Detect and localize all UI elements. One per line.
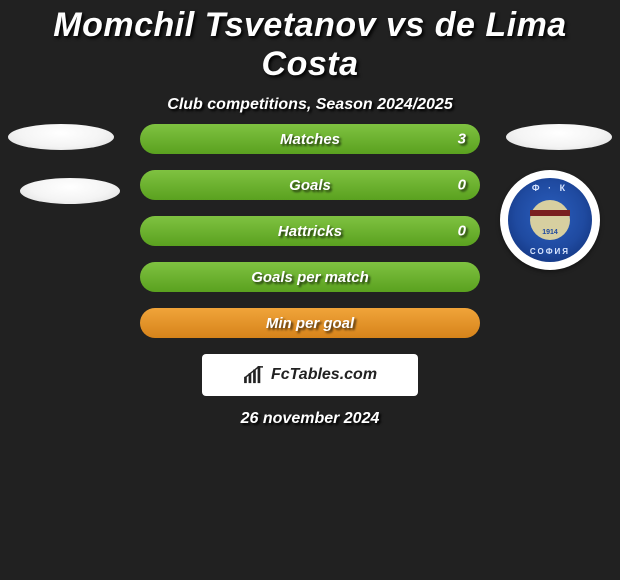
page-subtitle: Club competitions, Season 2024/2025 [0, 96, 620, 114]
stat-value-right: 0 [458, 177, 466, 194]
player-right-placeholder [506, 124, 612, 150]
stat-value-right: 3 [458, 131, 466, 148]
club-badge-year: 1914 [530, 229, 570, 236]
club-badge: Ф · К 1914 СОФИЯ [500, 170, 600, 270]
stat-row: Goals per match [140, 262, 480, 292]
stat-label: Hattricks [278, 223, 342, 240]
stat-label: Goals [289, 177, 331, 194]
page-title: Momchil Tsvetanov vs de Lima Costa [0, 0, 620, 84]
player-left-placeholder-2 [20, 178, 120, 204]
player-left-placeholder-1 [8, 124, 114, 150]
stat-row: Hattricks 0 [140, 216, 480, 246]
bars-icon [243, 366, 265, 384]
attribution-box: FcTables.com [202, 354, 418, 396]
stat-label: Matches [280, 131, 340, 148]
stat-row: Goals 0 [140, 170, 480, 200]
date-text: 26 november 2024 [0, 410, 620, 428]
stat-row: Min per goal [140, 308, 480, 338]
club-badge-ball: 1914 [530, 200, 570, 240]
club-badge-top-text: Ф · К [508, 183, 592, 193]
club-badge-inner: Ф · К 1914 СОФИЯ [508, 178, 592, 262]
stats-container: Matches 3 Goals 0 Hattricks 0 Goals per match M… [140, 124, 480, 354]
stat-value-right: 0 [458, 223, 466, 240]
stat-row: Matches 3 [140, 124, 480, 154]
stat-label: Goals per match [251, 269, 369, 286]
attribution-text: FcTables.com [271, 366, 377, 384]
club-badge-stripe [530, 210, 570, 216]
club-badge-bottom-text: СОФИЯ [508, 247, 592, 256]
stat-label: Min per goal [266, 315, 354, 332]
